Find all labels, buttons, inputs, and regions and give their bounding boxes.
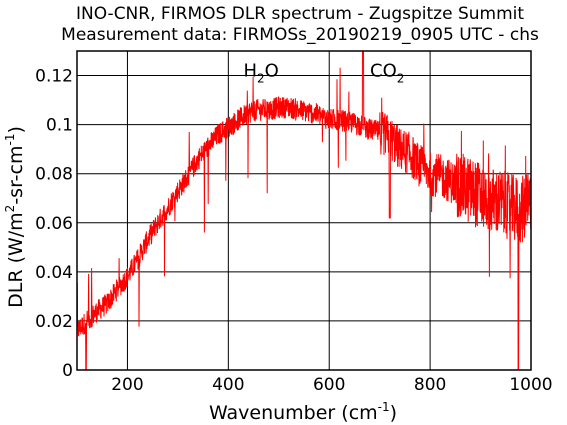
y-tick-label: 0.02 [35,312,73,332]
y-tick-label: 0.06 [35,214,73,234]
x-tick-label: 600 [313,375,345,395]
x-tick-label: 400 [212,375,244,395]
y-axis-label: DLR (W/m2-sr-cm-1) [3,126,27,308]
x-tick-labels: 200 400 600 800 1000 [111,375,552,395]
x-tick-label: 800 [414,375,446,395]
plot-frame [76,50,532,371]
y-tick-label: 0.12 [35,67,73,87]
plot-area [76,50,532,371]
annotation-h2o: H2O [243,61,278,86]
y-tick-label: 0.1 [46,116,73,136]
y-tick-label: 0.08 [35,165,73,185]
dlr-series-line [76,50,532,371]
chart-title: INO-CNR, FIRMOS DLR spectrum - Zugspitze… [76,4,524,24]
y-tick-label: 0.04 [35,263,73,283]
y-tick-label: 0 [62,361,73,381]
annotation-co2: CO2 [370,61,404,86]
x-axis-label: Wavenumber (cm-1) [209,400,397,424]
chart-subtitle: Measurement data: FIRMOSs_20190219_0905 … [61,25,539,45]
y-tick-labels: 0 0.02 0.04 0.06 0.08 0.1 0.12 [35,67,73,381]
x-tick-label: 1000 [509,375,552,395]
grid-lines [77,51,531,370]
x-tick-label: 200 [111,375,143,395]
